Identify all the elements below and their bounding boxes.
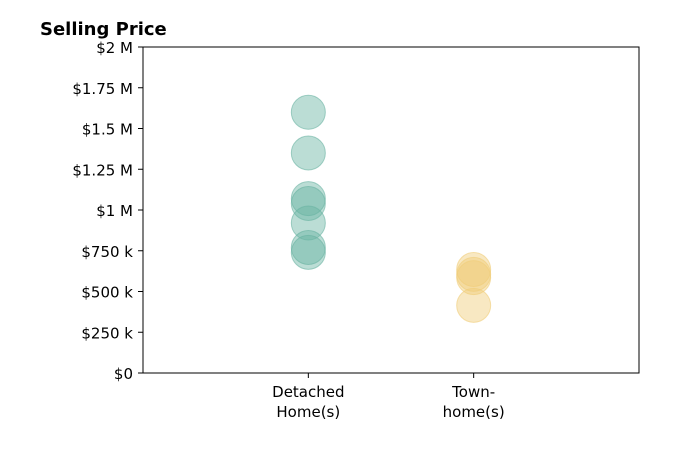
y-tick-label: $1 M [96, 202, 133, 220]
data-point [290, 185, 326, 221]
data-point [456, 251, 492, 287]
data-point [456, 260, 492, 296]
y-axis: $0 $250 k $500 k $750 k $1 M $1.25 M $1.5 M $1.… [72, 39, 143, 383]
data-point [290, 229, 326, 265]
data-point [456, 287, 492, 323]
x-tick-label: Town-home(s) [443, 383, 505, 421]
chart-title: Selling Price [40, 19, 167, 40]
x-tick-label-line: Home(s) [276, 403, 340, 421]
y-tick-label: $250 k [81, 324, 133, 342]
data-point [290, 94, 326, 130]
x-tick-label-line: Detached [272, 383, 344, 401]
y-tick-label: $1.75 M [72, 80, 133, 98]
data-point [290, 205, 326, 241]
y-tick-label: $1.25 M [72, 161, 133, 179]
x-axis: Detached Home(s) Town-home(s) [272, 373, 505, 421]
x-tick-label-line: home(s) [443, 403, 505, 421]
y-tick-label: $500 k [81, 284, 133, 302]
axes-frame [142, 46, 640, 374]
y-tick-label: $2 M [96, 39, 133, 57]
data-point [290, 135, 326, 171]
x-tick-label-line: Town- [451, 383, 495, 401]
data-point [290, 234, 326, 270]
plot-area [290, 94, 492, 323]
x-tick-label: Detached Home(s) [272, 383, 344, 421]
y-tick-label: $1.5 M [82, 121, 133, 139]
y-tick-label: $0 [114, 365, 133, 383]
y-tick-label: $750 k [81, 243, 133, 261]
data-point [290, 181, 326, 217]
